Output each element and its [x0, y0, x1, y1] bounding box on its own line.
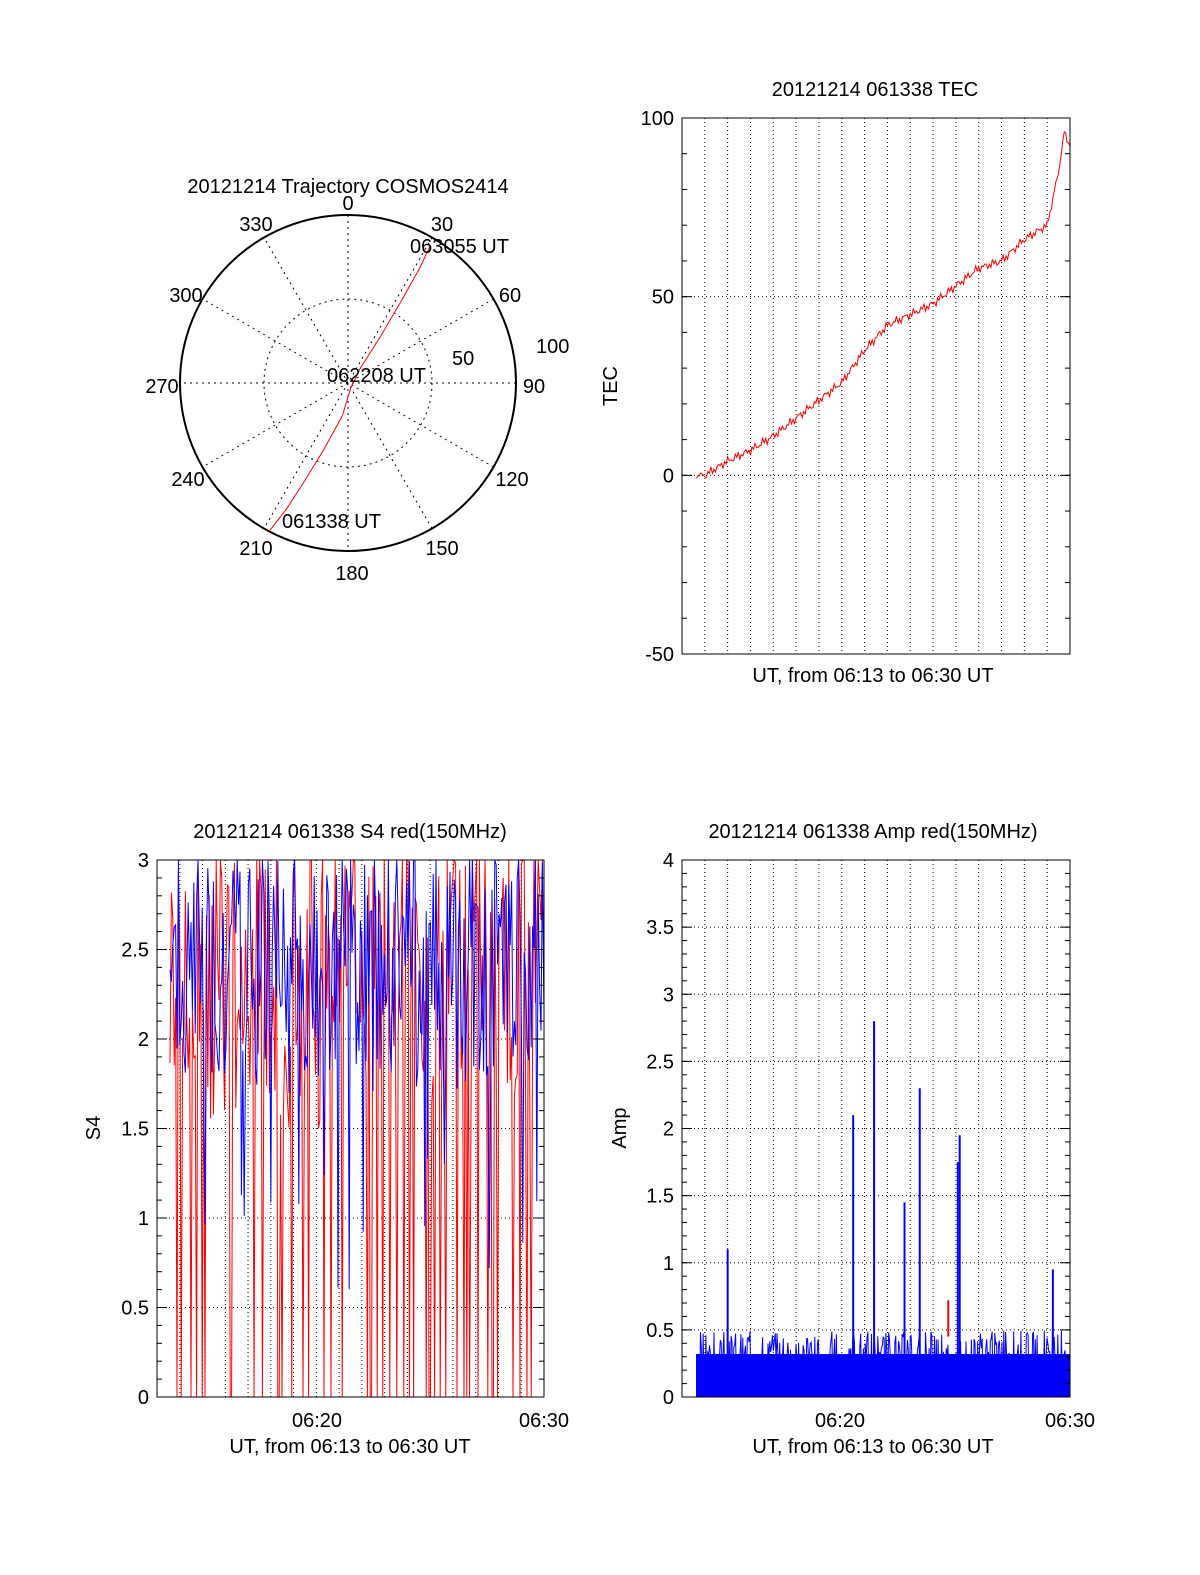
s4-ticks-label-5: 2.5: [121, 940, 149, 962]
amp-y-ticks: 0 0.5 1 1.5 2 2.5 3 3.5 4: [646, 850, 1070, 1409]
s4-ticks-label-0: 0: [138, 1387, 149, 1409]
polar-azimuth-label-300: 300: [169, 285, 202, 307]
s4-xlabel: UT, from 06:13 to 06:30 UT: [229, 1436, 470, 1458]
tec-plot-frame: [681, 117, 1071, 655]
amp-ticks-label-2: 1: [663, 1253, 674, 1275]
s4-ticks-label-6: 3: [138, 850, 149, 872]
trajectory-polar-chart: 20121214 Trajectory COSMOS2414 0 30 60 90 12…: [145, 176, 569, 585]
tec-grid: [682, 118, 1070, 654]
tec-title: 20121214 061338 TEC: [772, 79, 978, 101]
polar-azimuth-label-210: 210: [239, 538, 272, 560]
polar-azimuth-label-90: 90: [523, 376, 545, 398]
amp-xtick-0620: 06:20: [815, 1410, 865, 1432]
s4-ticks-label-1: 0.5: [121, 1298, 149, 1320]
polar-grid: [179, 214, 517, 552]
polar-azimuth-labels: 0 30 60 90 120 150 180 210 240 270 300 330: [145, 193, 545, 585]
polar-azimuth-label-240: 240: [171, 469, 204, 491]
tec-ticks-label-3: 100: [641, 108, 674, 130]
tec-series-line: [696, 130, 1071, 479]
amp-ticks-label-1: 0.5: [646, 1320, 674, 1342]
s4-title: 20121214 061338 S4 red(150MHz): [193, 821, 507, 843]
s4-ticks-label-3: 1.5: [121, 1119, 149, 1141]
amp-ticks-label-4: 2: [663, 1119, 674, 1141]
s4-chart: 20121214 061338 S4 red(150MHz) 0 0.5 1 1.5 2…: [83, 821, 569, 1458]
s4-grid: [157, 860, 544, 1397]
polar-azimuth-label-330: 330: [239, 214, 272, 236]
amp-xlabel: UT, from 06:13 to 06:30 UT: [752, 1436, 993, 1458]
s4-ticks-label-4: 2: [138, 1029, 149, 1051]
trajectory-line: [268, 246, 431, 532]
amp-ticks-label-8: 4: [663, 850, 674, 872]
amp-ticks-label-5: 2.5: [646, 1051, 674, 1073]
amp-grid: [682, 860, 1070, 1397]
s4-xtick-0620: 06:20: [292, 1410, 342, 1432]
tec-ticks-label-2: 50: [652, 287, 674, 309]
polar-azimuth-label-30: 30: [431, 214, 453, 236]
polar-azimuth-label-0: 0: [342, 193, 353, 215]
trajectory-mid-label: 062208 UT: [327, 365, 426, 387]
s4-red-series-line: [169, 858, 544, 1398]
tec-ylabel: TEC: [600, 366, 622, 406]
tec-ticks-label-0: -50: [645, 644, 674, 666]
polar-azimuth-label-60: 60: [499, 285, 521, 307]
polar-spoke-150: [263, 237, 433, 529]
polar-azimuth-label-270: 270: [145, 376, 178, 398]
amp-xtick-0630: 06:30: [1045, 1410, 1095, 1432]
trajectory-start-label: 061338 UT: [282, 511, 381, 533]
polar-radial-label-50: 50: [452, 348, 474, 370]
amp-ticks-label-0: 0: [663, 1387, 674, 1409]
s4-blue-series-line: [169, 859, 545, 1290]
amp-plot-frame: [681, 859, 1071, 1398]
polar-radial-label-100: 100: [536, 336, 569, 358]
s4-series: [169, 858, 545, 1398]
polar-title: 20121214 Trajectory COSMOS2414: [187, 176, 508, 198]
amp-ticks-label-6: 3: [663, 984, 674, 1006]
amp-ticks-label-7: 3.5: [646, 917, 674, 939]
s4-xtick-0630: 06:30: [519, 1410, 569, 1432]
tec-y-ticks: -50 0 50 100: [641, 108, 1070, 666]
s4-ylabel: S4: [83, 1116, 105, 1140]
amp-ticks-label-3: 1.5: [646, 1186, 674, 1208]
amp-title: 20121214 061338 Amp red(150MHz): [708, 821, 1037, 843]
polar-azimuth-label-180: 180: [335, 563, 368, 585]
amp-ylabel: Amp: [609, 1107, 631, 1148]
s4-ticks-label-2: 1: [138, 1208, 149, 1230]
polar-azimuth-label-150: 150: [425, 538, 458, 560]
amp-chart: 20121214 061338 Amp red(150MHz) 0 0.5 1 1.5…: [609, 821, 1095, 1458]
polar-azimuth-label-120: 120: [495, 469, 528, 491]
trajectory-end-label: 063055 UT: [410, 236, 509, 258]
tec-ticks-label-1: 0: [663, 465, 674, 487]
amp-series: [695, 1021, 1070, 1397]
tec-xlabel: UT, from 06:13 to 06:30 UT: [752, 665, 993, 687]
amp-blue-fill-band: [696, 1354, 1070, 1397]
s4-y-ticks: 0 0.5 1 1.5 2 2.5 3: [121, 850, 544, 1409]
tec-chart: 20121214 061338 TEC -50 0 50 100 TEC UT, fr…: [600, 79, 1071, 687]
